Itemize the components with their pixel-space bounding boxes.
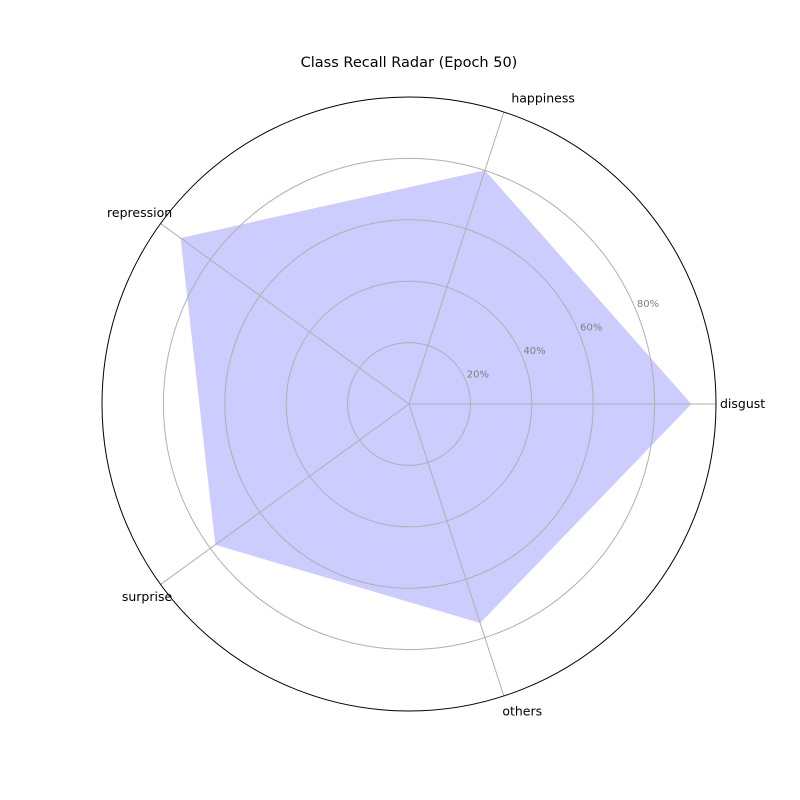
chart-title: Class Recall Radar (Epoch 50) [301,55,518,71]
category-label-others: others [502,704,542,719]
spoke-repression [160,223,410,405]
r-tick-label-20: 20% [467,370,489,381]
spoke-happiness [408,111,505,405]
category-label-disgust: disgust [720,396,765,411]
outer-frame [101,96,717,712]
grid-layer [101,96,717,712]
spoke-surprise [160,403,410,585]
data-layer [180,170,692,623]
category-label-surprise: surprise [122,589,173,604]
category-label-repression: repression [107,205,172,220]
category-label-happiness: happiness [511,90,575,105]
r-tick-label-60: 60% [580,323,602,334]
label-layer: 20% 40% 60% 80% disgust happiness repression su… [107,90,765,718]
recall-polygon [180,170,692,623]
r-tick-label-80: 80% [637,299,659,310]
r-tick-label-40: 40% [523,346,545,357]
spoke-others [408,403,505,697]
